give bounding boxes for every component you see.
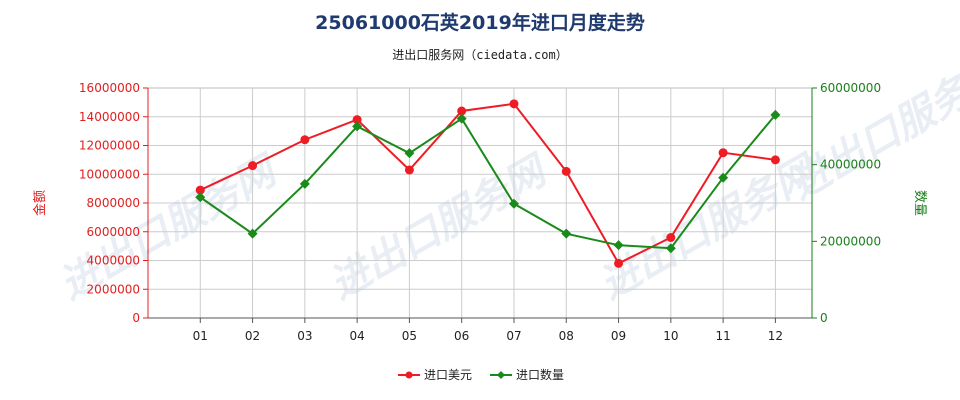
series-line-1 [199,102,776,265]
series-2-point [665,243,676,254]
right-axis-title: 数量 [912,190,927,216]
series-2-point [299,178,310,189]
x-tick-label: 08 [559,329,574,343]
series-2-point [404,148,415,159]
series-2-point [718,172,729,183]
series-1-point [457,106,467,116]
series-1-point [300,135,310,145]
right-tick-label: 0 [820,311,828,325]
legend: 进口美元 进口数量 [398,367,564,382]
series-2-point [508,198,519,209]
series-1-point [614,258,624,268]
series-2-point [561,228,572,239]
series-1-point [248,161,258,171]
series-1-point [404,165,414,175]
series-1-point [561,166,571,176]
left-tick-label: 0 [132,311,140,325]
right-tick-label: 60000000 [820,81,881,95]
x-tick-label: 09 [611,329,626,343]
series-1-point [509,99,519,109]
left-tick-label: 16000000 [79,81,140,95]
watermark-text: 进出口服务网 [782,46,960,209]
left-tick-label: 4000000 [87,254,140,268]
legend-label-2: 进口数量 [516,367,564,382]
series-2-point [247,228,258,239]
x-tick-label: 11 [715,329,730,343]
left-axis-title: 金额 [32,190,48,216]
series-1-point [666,233,676,242]
x-tick-label: 07 [506,329,521,343]
x-tick-label: 10 [663,329,678,343]
left-tick-label: 2000000 [87,282,140,296]
left-tick-label: 8000000 [87,196,140,210]
axes: 0200000040000006000000800000010000000120… [32,81,927,343]
chart-title: 25061000石英2019年进口月度走势 [315,12,645,34]
x-tick-label: 12 [768,329,783,343]
legend-marker-2 [497,371,505,379]
x-tick-label: 06 [454,329,469,343]
series-layer [195,99,781,268]
series-1-point [770,155,780,165]
series-1-point [195,185,205,195]
x-tick-label: 05 [402,329,417,343]
left-tick-label: 10000000 [79,167,140,181]
legend-label-1: 进口美元 [424,368,472,382]
series-2-point [770,109,781,120]
series-1-point [718,148,728,158]
x-tick-label: 03 [297,329,312,343]
x-tick-label: 04 [349,329,364,343]
chart-subtitle: 进出口服务网（ciedata.com） [392,48,568,62]
x-tick-label: 01 [193,329,208,343]
series-2-point [456,113,467,124]
left-tick-label: 6000000 [87,225,140,239]
left-tick-label: 14000000 [79,110,140,124]
series-2-point [195,192,206,203]
series-2-point [613,240,624,251]
right-tick-label: 20000000 [820,234,881,248]
series-1-point [352,115,362,125]
legend-marker-1 [405,371,413,379]
series-line-2 [199,114,777,250]
grid-lines [147,87,813,319]
right-tick-label: 40000000 [820,158,881,172]
series-2-point [352,121,363,132]
x-tick-label: 02 [245,329,260,343]
left-tick-label: 12000000 [79,139,140,153]
